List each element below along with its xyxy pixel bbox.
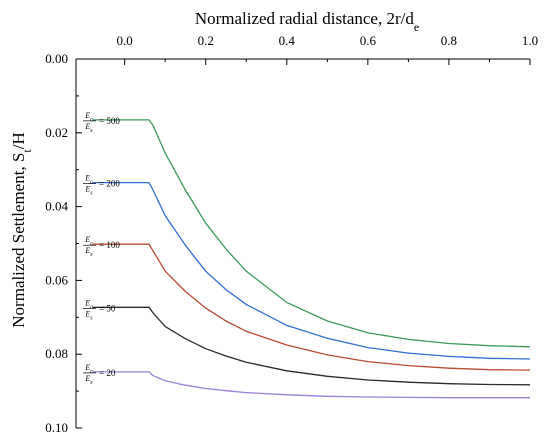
series-group <box>92 119 531 399</box>
y-axis-title-main: Normalized Settlement, S <box>9 153 28 328</box>
x-axis-title-sub: e <box>414 20 419 34</box>
series-label-value: = 100 <box>99 240 120 250</box>
x-tick-label: 0.2 <box>198 33 214 48</box>
series-line-2 <box>92 243 531 371</box>
series-label-numerator: Ec <box>84 298 93 310</box>
series-label-numerator: Ec <box>84 111 93 123</box>
series-line-0 <box>92 119 531 348</box>
x-tick-label: 0.4 <box>279 33 296 48</box>
y-tick-label: 0.02 <box>45 125 68 140</box>
y-tick-label: 0.04 <box>45 199 68 214</box>
y-tick-label: 0.00 <box>45 51 68 66</box>
series-label-denominator: Es <box>84 122 93 134</box>
x-axis-title-main: Normalized radial distance, 2r/d <box>195 9 415 28</box>
y-axis-title: Normalized Settlement, St/H <box>9 132 34 328</box>
series-label-numerator: Ec <box>84 363 93 375</box>
y-tick-label: 0.08 <box>45 346 68 361</box>
x-tick-label: 0.6 <box>360 33 377 48</box>
series-label-denominator: Es <box>84 309 93 321</box>
axes: 0.0 0.2 0.4 0.6 0.8 1.0 0.00 0.02 0.04 0.06 0.08 0.… <box>45 33 538 435</box>
x-tick-label: 1.0 <box>522 33 538 48</box>
series-label-numerator: Ec <box>84 174 93 186</box>
series-label-value: = 20 <box>99 368 116 378</box>
y-tick-label: 0.06 <box>45 272 68 287</box>
series-label-value: = 500 <box>99 116 120 126</box>
y-axis-title-suffix: /H <box>9 132 28 149</box>
y-axis-title-sub: t <box>20 149 34 153</box>
series-label-value: = 50 <box>99 303 116 313</box>
series-line-3 <box>92 306 531 386</box>
x-tick-label: 0.0 <box>117 33 133 48</box>
series-label-denominator: Es <box>84 185 93 197</box>
series-label-numerator: Ec <box>84 235 93 247</box>
x-tick-label: 0.8 <box>441 33 457 48</box>
series-label-value: = 200 <box>99 179 120 189</box>
y-tick-label: 0.10 <box>45 420 68 435</box>
series-label-denominator: Es <box>84 374 93 386</box>
series-label-denominator: Es <box>84 246 93 258</box>
series-line-1 <box>92 181 531 360</box>
series-line-4 <box>92 371 530 399</box>
x-axis-title: Normalized radial distance, 2r/de <box>195 9 419 34</box>
